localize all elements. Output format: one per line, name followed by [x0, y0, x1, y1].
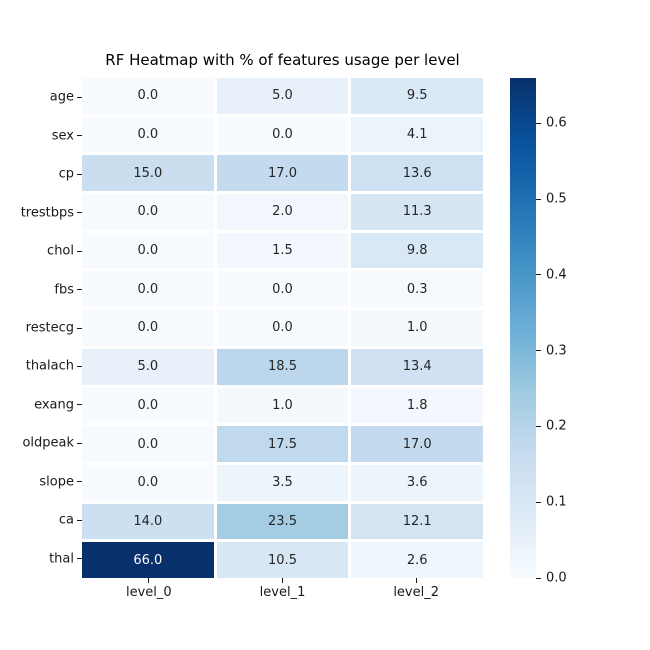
heatmap-cell: 14.0: [82, 503, 214, 540]
heatmap-cell: 5.0: [82, 348, 214, 385]
y-tick-mark: [77, 519, 82, 521]
colorbar-tick-mark: [536, 350, 541, 352]
colorbar-tick-mark: [536, 274, 541, 276]
y-tick-mark: [77, 289, 82, 291]
y-tick-mark: [77, 365, 82, 367]
heatmap-cell: 0.0: [82, 426, 214, 462]
heatmap-cell: 0.0: [82, 232, 214, 269]
heatmap-cell: 18.5: [216, 348, 349, 385]
x-tick-mark: [282, 578, 283, 583]
heatmap-grid: 0.0 5.0 9.5 0.0 0.0 4.1 15.0 17.0 13.6 0.0 2.0 11.3…: [82, 78, 483, 578]
heatmap-cell: 3.6: [351, 464, 483, 501]
heatmap-cell: 15.0: [82, 155, 214, 192]
heatmap-cell: 12.1: [351, 503, 483, 540]
heatmap-cell: 0.0: [82, 464, 214, 501]
colorbar-tick-label: 0.0: [546, 570, 567, 586]
heatmap-cell: 0.0: [82, 78, 214, 114]
y-tick-label: ca: [58, 512, 74, 528]
heatmap-cell: 11.3: [351, 194, 483, 230]
heatmap-cell: 5.0: [216, 78, 349, 114]
heatmap-cell: 0.0: [82, 387, 214, 424]
colorbar-tick-label: 0.3: [546, 343, 567, 359]
y-tick-label: exang: [34, 397, 74, 413]
y-tick-label: trestbps: [20, 205, 74, 221]
heatmap-cell: 13.4: [351, 348, 483, 385]
chart-title: RF Heatmap with % of features usage per …: [105, 51, 460, 69]
heatmap-cell: 0.0: [82, 310, 214, 346]
heatmap-cell: 66.0: [82, 542, 214, 578]
y-tick-mark: [77, 327, 82, 329]
y-tick-mark: [77, 173, 82, 175]
y-tick-label: oldpeak: [22, 435, 74, 451]
heatmap-cell: 1.5: [216, 232, 349, 269]
x-tick-label: level_0: [125, 585, 172, 600]
colorbar-tick-mark: [536, 577, 541, 579]
heatmap-cell: 0.0: [216, 310, 349, 346]
y-tick-label: slope: [39, 474, 74, 490]
y-tick-label: age: [49, 89, 74, 105]
heatmap-cell: 17.5: [216, 426, 349, 462]
y-tick-mark: [77, 404, 82, 406]
y-tick-mark: [77, 558, 82, 560]
heatmap-cell: 0.0: [216, 271, 349, 308]
colorbar: [510, 78, 536, 578]
colorbar-tick-mark: [536, 501, 541, 503]
heatmap-cell: 0.0: [216, 116, 349, 153]
heatmap-cell: 10.5: [216, 542, 349, 578]
y-tick-label: chol: [47, 243, 74, 259]
y-tick-mark: [77, 442, 82, 444]
y-tick-label: thal: [49, 551, 74, 567]
y-tick-mark: [77, 135, 82, 137]
y-tick-label: restecg: [25, 320, 74, 336]
colorbar-tick-mark: [536, 198, 541, 200]
heatmap-cell: 9.8: [351, 232, 483, 269]
y-tick-label: fbs: [54, 282, 74, 298]
colorbar-tick-label: 0.5: [546, 191, 567, 207]
heatmap-cell: 1.0: [216, 387, 349, 424]
heatmap-cell: 0.0: [82, 271, 214, 308]
heatmap-cell: 2.0: [216, 194, 349, 230]
heatmap-cell: 13.6: [351, 155, 483, 192]
heatmap-cell: 17.0: [216, 155, 349, 192]
y-tick-mark: [77, 250, 82, 252]
colorbar-tick-label: 0.6: [546, 115, 567, 131]
heatmap-cell: 9.5: [351, 78, 483, 114]
y-tick-label: cp: [58, 166, 74, 182]
heatmap-cell: 23.5: [216, 503, 349, 540]
x-tick-mark: [148, 578, 150, 583]
colorbar-tick-mark: [536, 122, 541, 124]
heatmap-cell: 0.0: [82, 116, 214, 153]
heatmap-cell: 1.8: [351, 387, 483, 424]
heatmap-cell: 1.0: [351, 310, 483, 346]
heatmap-cell: 17.0: [351, 426, 483, 462]
y-tick-mark: [77, 481, 82, 483]
heatmap-cell: 3.5: [216, 464, 349, 501]
heatmap-cell: 0.3: [351, 271, 483, 308]
colorbar-tick-label: 0.2: [546, 418, 567, 434]
x-tick-label: level_1: [259, 585, 306, 600]
x-tick-mark: [415, 578, 417, 583]
x-tick-label: level_2: [393, 585, 439, 600]
colorbar-tick-label: 0.4: [546, 267, 567, 283]
y-tick-mark: [77, 96, 82, 98]
y-tick-label: sex: [51, 128, 74, 144]
heatmap-cell: 0.0: [82, 194, 214, 230]
heatmap-cell: 4.1: [351, 116, 483, 153]
heatmap-cell: 2.6: [351, 542, 483, 578]
colorbar-tick-label: 0.1: [546, 494, 567, 510]
colorbar-tick-mark: [536, 425, 541, 427]
y-tick-mark: [77, 212, 82, 214]
y-tick-label: thalach: [25, 358, 74, 374]
